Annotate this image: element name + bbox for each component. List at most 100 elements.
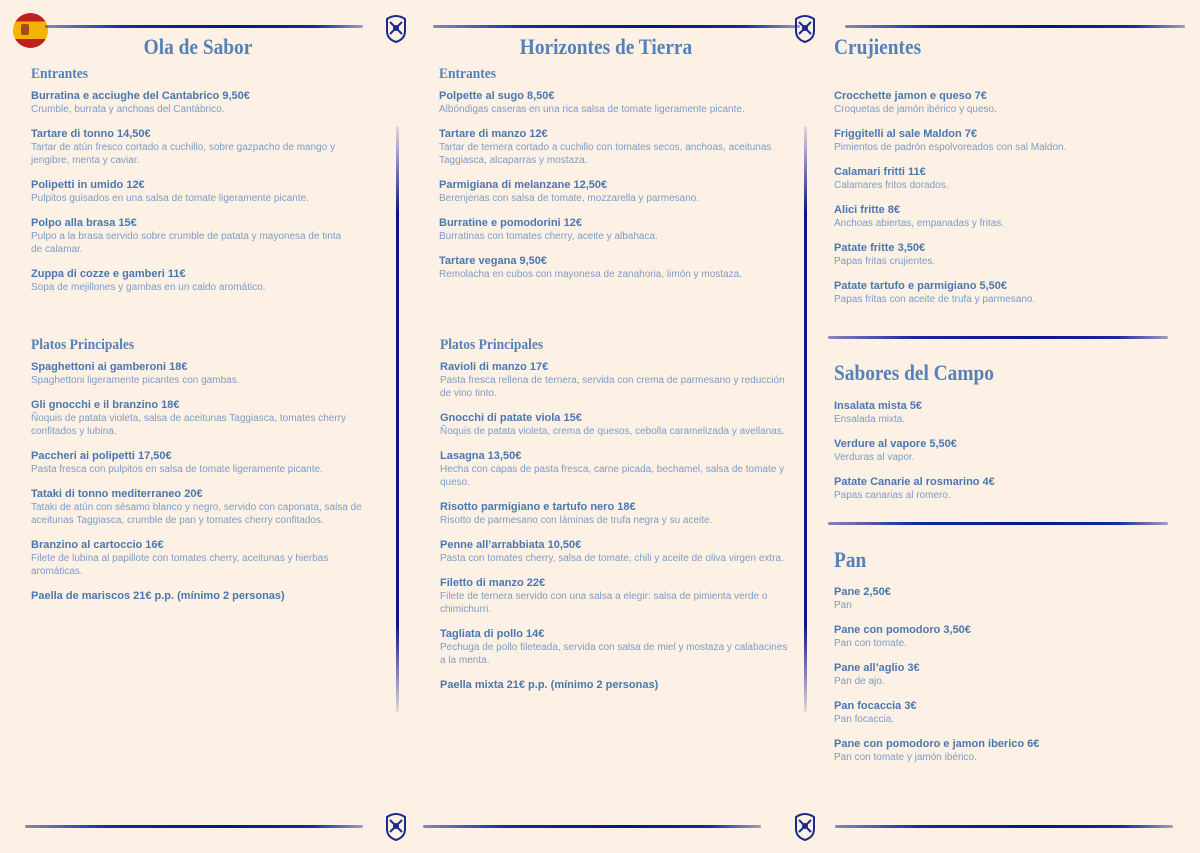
menu-item-description: Ñoquis de patata violeta, salsa de aceit… [31,413,346,437]
menu-item: Alici fritte 8€ Anchoas abiertas, empanad… [834,204,1174,230]
menu-item-description: Filete de lubina al papillote con tomate… [31,553,329,577]
menu-item-description: Papas fritas crujientes. [834,256,936,267]
menu-item-name: Paccheri ai polipetti 17,50€ [31,450,172,462]
menu-item-name: Lasagna 13,50€ [440,450,522,462]
menu-item-description: Burratinas con tomates cherry, aceite y … [439,231,658,242]
menu-item-name: Friggitelli al sale Maldon 7€ [834,128,978,140]
menu-item-name: Paella de mariscos 21€ p.p. (mínimo 2 pe… [31,590,285,602]
menu-item: Friggitelli al sale Maldon 7€ Pimientos d… [834,128,1174,154]
column-title: Ola de Sabor [143,34,253,59]
menu-item: Insalata mista 5€ Ensalada mixta. [834,400,1174,426]
menu-item: Paella de mariscos 21€ p.p. (mínimo 2 pe… [31,590,381,603]
crest-icon [795,15,815,43]
menu-item-description: Pan con tomate. [834,638,907,649]
menu-item: Branzino al cartoccio 16€ Filete de lubin… [31,539,381,578]
item-list: Insalata mista 5€ Ensalada mixta. Verdure … [834,400,1174,514]
column-divider [804,126,807,712]
menu-item-description: Crumble, burrata y anchoas del Cantábric… [31,104,225,115]
menu-item-description: Hecha con capas de pasta fresca, carne p… [440,464,785,488]
menu-item-description: Albóndigas caseras en una rica salsa de … [439,104,745,115]
menu-item-name: Penne all’arrabbiata 10,50€ [440,539,582,551]
menu-item-name: Tagliata di pollo 14€ [440,628,545,640]
menu-item: Parmigiana di melanzane 12,50€ Berenjenas… [439,179,791,205]
menu-item-description: Pechuga de pollo fileteada, servida con … [440,642,788,666]
menu-item-description: Anchoas abiertas, empanadas y fritas. [834,218,1005,229]
menu-item-name: Tartare di tonno 14,50€ [31,128,151,140]
menu-item: Gnocchi di patate viola 15€ Ñoquis de pat… [440,412,795,438]
column-title: Pan [834,547,867,572]
menu-item: Pane con pomodoro e jamon iberico 6€ Pan … [834,738,1174,764]
item-list: Crocchette jamon e queso 7€ Croquetas de … [834,90,1174,318]
menu-item: Polpette al sugo 8,50€ Albóndigas caseras… [439,90,791,116]
menu-item: Tagliata di pollo 14€ Pechuga de pollo fi… [440,628,795,667]
menu-item: Polpo alla brasa 15€ Pulpo a la brasa ser… [31,217,351,256]
divider [423,825,761,828]
menu-item: Pane 2,50€ Pan [834,586,1174,612]
menu-item-description: Ensalada mixta. [834,414,906,425]
column-title: Horizontes de Tierra [519,34,693,59]
menu-item-name: Spaghettoni ai gamberoni 18€ [31,361,188,373]
spain-flag-icon[interactable] [13,13,48,48]
menu-item-name: Burratine e pomodorini 12€ [439,217,583,229]
menu-item-name: Patate Canarie al rosmarino 4€ [834,476,995,488]
menu-item-name: Zuppa di cozze e gamberi 11€ [31,268,186,280]
menu-item-name: Patate tartufo e parmigiano 5,50€ [834,280,1007,292]
menu-item-description: Papas fritas con aceite de trufa y parme… [834,294,1036,305]
menu-item-description: Papas canarias al romero. [834,490,951,501]
menu-item: Tataki di tonno mediterraneo 20€ Tataki d… [31,488,381,527]
menu-item-name: Tataki di tonno mediterraneo 20€ [31,488,203,500]
item-list: Pane 2,50€ Pan Pane con pomodoro 3,50€ Pan … [834,586,1174,776]
item-list: Burratina e acciughe del Cantabrico 9,50… [31,90,351,306]
menu-item-name: Pane con pomodoro e jamon iberico 6€ [834,738,1040,750]
section-heading: Entrantes [439,66,497,82]
menu-item: Paella mixta 21€ p.p. (mínimo 2 personas… [440,679,795,692]
menu-item-name: Pane 2,50€ [834,586,891,598]
menu-item-description: Pan [834,600,852,611]
menu-item-name: Parmigiana di melanzane 12,50€ [439,179,608,191]
menu-item-description: Pan con tomate y jamón ibérico. [834,752,977,763]
menu-item-name: Alici fritte 8€ [834,204,901,216]
menu-item-description: Pasta fresca rellena de ternera, servida… [440,375,785,399]
menu-item: Pane all’aglio 3€ Pan de ajo. [834,662,1174,688]
menu-item: Pan focaccia 3€ Pan focaccia. [834,700,1174,726]
menu-item-name: Polpette al sugo 8,50€ [439,90,555,102]
divider [45,25,363,28]
menu-item-description: Croquetas de jamón ibérico y queso. [834,104,997,115]
menu-item-description: Pulpo a la brasa servido sobre crumble d… [31,231,342,255]
menu-item: Burratina e acciughe del Cantabrico 9,50… [31,90,351,116]
divider [828,522,1168,525]
menu-item-description: Tartar de ternera cortado a cuchillo con… [439,142,772,166]
item-list: Spaghettoni ai gamberoni 18€ Spaghettoni … [31,361,381,615]
menu-item: Lasagna 13,50€ Hecha con capas de pasta f… [440,450,795,489]
menu-item-description: Risotto de parmesano con láminas de truf… [440,515,713,526]
column-title: Sabores del Campo [834,360,994,385]
menu-item-name: Pane all’aglio 3€ [834,662,920,674]
menu-item: Tartare vegana 9,50€ Remolacha en cubos c… [439,255,791,281]
menu-item-description: Filete de ternera servido con una salsa … [440,591,768,615]
menu-item-name: Polipetti in umido 12€ [31,179,145,191]
menu-item-name: Pane con pomodoro 3,50€ [834,624,971,636]
menu-item: Tartare di manzo 12€ Tartar de ternera co… [439,128,791,167]
menu-item-description: Tartar de atún fresco cortado a cuchillo… [31,142,336,166]
menu-item-name: Tartare di manzo 12€ [439,128,548,140]
menu-item-description: Berenjenas con salsa de tomate, mozzarel… [439,193,700,204]
column-divider [396,126,399,712]
menu-item-description: Pimientos de padrón espolvoreados con sa… [834,142,1067,153]
menu-item-name: Ravioli di manzo 17€ [440,361,549,373]
menu-item-name: Gli gnocchi e il branzino 18€ [31,399,180,411]
item-list: Polpette al sugo 8,50€ Albóndigas caseras… [439,90,791,293]
menu-item: Paccheri ai polipetti 17,50€ Pasta fresca… [31,450,381,476]
menu-item-name: Gnocchi di patate viola 15€ [440,412,582,424]
menu-item-description: Pasta con tomates cherry, salsa de tomat… [440,553,784,564]
menu-item-name: Polpo alla brasa 15€ [31,217,137,229]
menu-item-name: Branzino al cartoccio 16€ [31,539,164,551]
menu-item-description: Calamares fritos dorados. [834,180,949,191]
menu-item-description: Remolacha en cubos con mayonesa de zanah… [439,269,742,280]
divider [433,25,800,28]
menu-item-name: Pan focaccia 3€ [834,700,917,712]
menu-item: Spaghettoni ai gamberoni 18€ Spaghettoni … [31,361,381,387]
menu-item-description: Pulpitos guisados en una salsa de tomate… [31,193,309,204]
menu-item-name: Filetto di manzo 22€ [440,577,546,589]
section-heading: Platos Principales [440,337,544,353]
menu-item: Ravioli di manzo 17€ Pasta fresca rellena… [440,361,795,400]
